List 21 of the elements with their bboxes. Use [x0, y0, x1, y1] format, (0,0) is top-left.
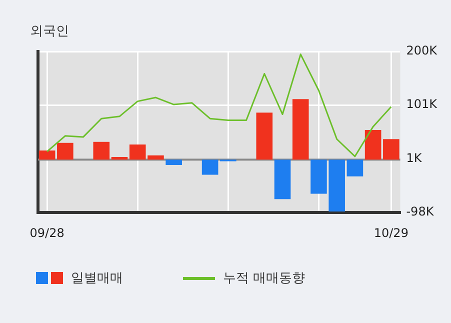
x-tick-label: 10/29	[374, 226, 408, 240]
x-tick-label: 09/28	[30, 226, 64, 240]
chart-title: 외국인	[30, 24, 69, 40]
bar	[57, 142, 74, 160]
bar	[111, 156, 128, 160]
bar	[383, 139, 400, 160]
bar	[38, 150, 56, 160]
y-tick-label: 1K	[406, 151, 423, 166]
bar	[346, 160, 364, 176]
y-tick-label: 101K	[406, 97, 438, 112]
bar	[93, 142, 110, 160]
bar	[256, 112, 273, 160]
bar	[166, 160, 182, 166]
bar	[274, 160, 291, 200]
bar	[202, 160, 218, 175]
bar	[364, 130, 382, 160]
legend-label: 일별매매	[71, 270, 123, 287]
y-tick-label: -98K	[406, 204, 435, 219]
bar	[292, 99, 309, 160]
y-tick-label: 200K	[406, 44, 438, 58]
legend-label: 누적 매매동향	[223, 270, 306, 287]
